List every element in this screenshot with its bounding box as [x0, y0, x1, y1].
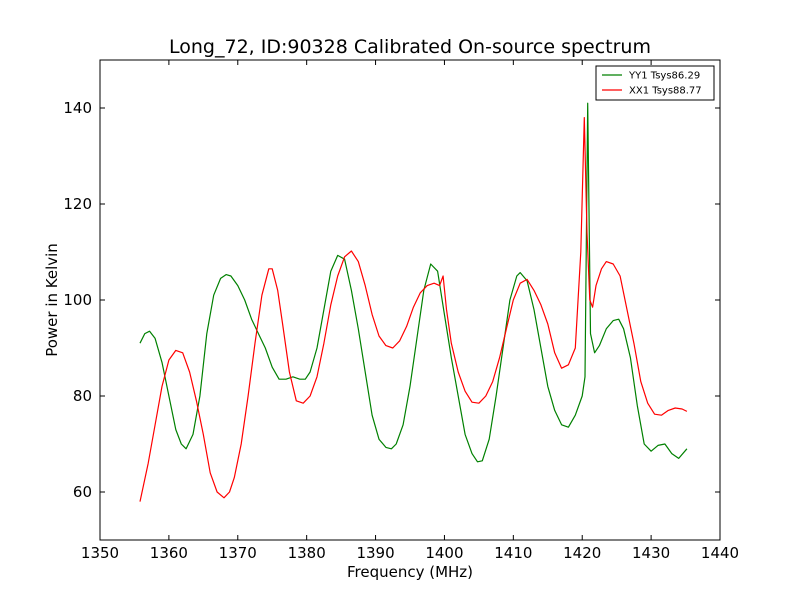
x-tick-label: 1350	[81, 544, 119, 562]
x-tick-label: 1400	[425, 544, 463, 562]
plot-series-group	[139, 102, 688, 502]
x-tick-label: 1440	[701, 544, 739, 562]
series-line-yy1	[139, 102, 688, 463]
x-tick-label: 1410	[494, 544, 532, 562]
x-tick-label: 1360	[150, 544, 188, 562]
plot-frame	[99, 59, 721, 541]
y-tick-label: 120	[63, 195, 92, 213]
x-tick-label: 1430	[632, 544, 670, 562]
x-axis-label: Frequency (MHz)	[347, 563, 473, 581]
x-tick-label: 1380	[288, 544, 326, 562]
y-tick-label: 140	[63, 99, 92, 117]
y-axis-label: Power in Kelvin	[43, 243, 61, 357]
x-tick-label: 1390	[356, 544, 394, 562]
legend-box	[595, 65, 715, 101]
y-tick-label: 60	[73, 483, 92, 501]
y-tick-label: 80	[73, 387, 92, 405]
legend-label-yy1: YY1 Tsys86.29	[628, 71, 700, 82]
legend: YY1 Tsys86.29 XX1 Tsys88.77	[595, 65, 715, 101]
x-tick-label: 1370	[219, 544, 257, 562]
chart-title: Long_72, ID:90328 Calibrated On-source s…	[169, 36, 651, 58]
x-tick-label: 1420	[563, 544, 601, 562]
series-line-xx1	[139, 116, 688, 502]
tick-group: 1350 1360 1370 1380 1390 1400 1410 1420 1430 1440…	[63, 60, 739, 562]
y-tick-label: 100	[63, 291, 92, 309]
legend-label-xx1: XX1 Tsys88.77	[629, 86, 702, 97]
